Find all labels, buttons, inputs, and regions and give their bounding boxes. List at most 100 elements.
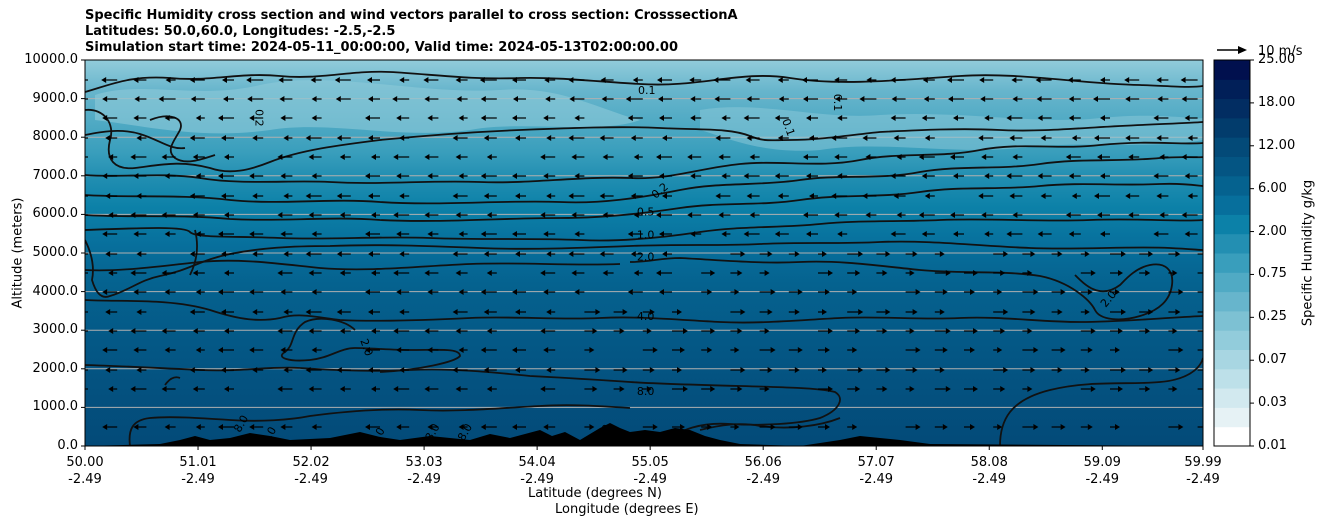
wind-arrow <box>336 135 351 141</box>
colorbar-label: Specific Humidity g/kg <box>1300 179 1316 327</box>
wind-arrow <box>984 115 994 121</box>
wind-arrow <box>486 212 497 218</box>
x-tick-label: 54.04 -2.49 <box>518 455 556 487</box>
wind-arrow <box>249 173 264 179</box>
wind-arrow <box>1110 309 1126 315</box>
wind-arrow <box>308 212 322 218</box>
wind-arrow <box>746 96 760 102</box>
wind-arrow <box>195 347 205 353</box>
wind-arrow <box>657 77 672 83</box>
wind-arrow <box>308 270 322 276</box>
wind-arrow <box>224 270 234 276</box>
wind-arrow <box>334 77 351 83</box>
wind-arrow <box>223 96 234 102</box>
colorbar-segment <box>1214 407 1250 428</box>
wind-arrow <box>656 212 672 218</box>
wind-arrow <box>633 270 643 276</box>
wind-arrow <box>730 328 743 334</box>
wind-arrow <box>365 231 380 237</box>
wind-arrow <box>308 386 322 392</box>
humidity-contour <box>299 367 841 441</box>
wind-arrow <box>224 328 234 334</box>
wind-arrow <box>981 212 994 218</box>
wind-arrow <box>1068 115 1081 121</box>
wind-arrow <box>743 115 760 121</box>
wind-arrow <box>365 347 380 353</box>
terrain <box>85 423 1203 446</box>
wind-arrow <box>1012 154 1023 160</box>
wind-arrow <box>133 424 147 430</box>
wind-arrow <box>130 212 147 218</box>
wind-arrow <box>993 424 1003 430</box>
wind-arrow <box>190 96 205 102</box>
wind-arrow <box>788 367 800 373</box>
wind-arrow <box>950 212 964 218</box>
wind-arrow <box>993 289 1003 295</box>
wind-arrow <box>246 77 264 83</box>
wind-arrow <box>480 289 497 295</box>
wind-arrow <box>424 270 439 276</box>
wind-arrow <box>759 424 776 430</box>
wind-arrow <box>192 154 205 160</box>
wind-arrow <box>658 96 672 102</box>
wind-arrow <box>368 251 380 257</box>
wind-arrow <box>630 251 643 257</box>
wind-arrow <box>480 347 497 353</box>
wind-arrow <box>544 77 556 83</box>
wind-arrow <box>249 115 264 121</box>
colorbar-segment <box>1214 156 1250 177</box>
wind-arrow <box>130 154 147 160</box>
contour-label: 1.0 <box>637 229 655 242</box>
wind-arrow <box>133 77 147 83</box>
wind-arrow <box>981 154 994 160</box>
wind-arrow <box>730 386 743 392</box>
wind-arrow <box>993 347 1003 353</box>
wind-arrow <box>1110 270 1123 276</box>
wind-arrow <box>568 251 585 257</box>
wind-arrow <box>105 367 118 373</box>
wind-arrow <box>543 347 556 353</box>
wind-arrow <box>918 212 935 218</box>
wind-arrow <box>311 231 322 237</box>
wind-arrow <box>749 154 760 160</box>
wind-arrow <box>339 386 351 392</box>
wind-arrow <box>1051 309 1063 315</box>
wind-arrow <box>818 328 833 334</box>
wind-arrow <box>921 173 935 179</box>
wind-arrow <box>486 270 497 276</box>
wind-arrow <box>85 195 88 197</box>
colorbar-segment <box>1214 253 1250 273</box>
wind-arrow <box>336 251 351 257</box>
upper-moist-patch <box>95 80 640 134</box>
wind-arrow <box>859 96 877 102</box>
wind-arrow <box>934 386 951 392</box>
wind-arrow <box>905 328 915 334</box>
wind-arrow <box>569 96 585 102</box>
wind-arrow <box>311 96 322 102</box>
wind-arrow <box>371 270 380 276</box>
wind-arrow <box>483 309 497 315</box>
wind-arrow <box>862 135 877 141</box>
wind-arrow <box>759 270 770 276</box>
wind-arrow <box>571 154 585 160</box>
wind-arrow <box>806 115 818 121</box>
wind-arrow <box>1051 367 1063 373</box>
wind-arrow <box>339 328 351 334</box>
wind-arrow <box>280 173 293 179</box>
wind-arrow <box>1153 115 1169 121</box>
wind-arrow <box>545 96 556 102</box>
wind-arrow <box>130 270 147 276</box>
wind-arrow <box>368 96 380 102</box>
wind-arrow <box>1168 328 1178 334</box>
wind-arrow <box>399 367 410 373</box>
contour-label: 0.2 <box>252 109 265 127</box>
x-tick-label: 50.00 -2.49 <box>66 455 104 487</box>
wind-arrow <box>371 154 380 160</box>
wind-arrow <box>515 251 526 257</box>
wind-arrow <box>730 367 746 373</box>
wind-arrow <box>224 386 234 392</box>
wind-arrow <box>393 386 410 392</box>
wind-arrow <box>368 135 380 141</box>
wind-arrow <box>455 77 468 83</box>
wind-arrow <box>602 270 614 276</box>
